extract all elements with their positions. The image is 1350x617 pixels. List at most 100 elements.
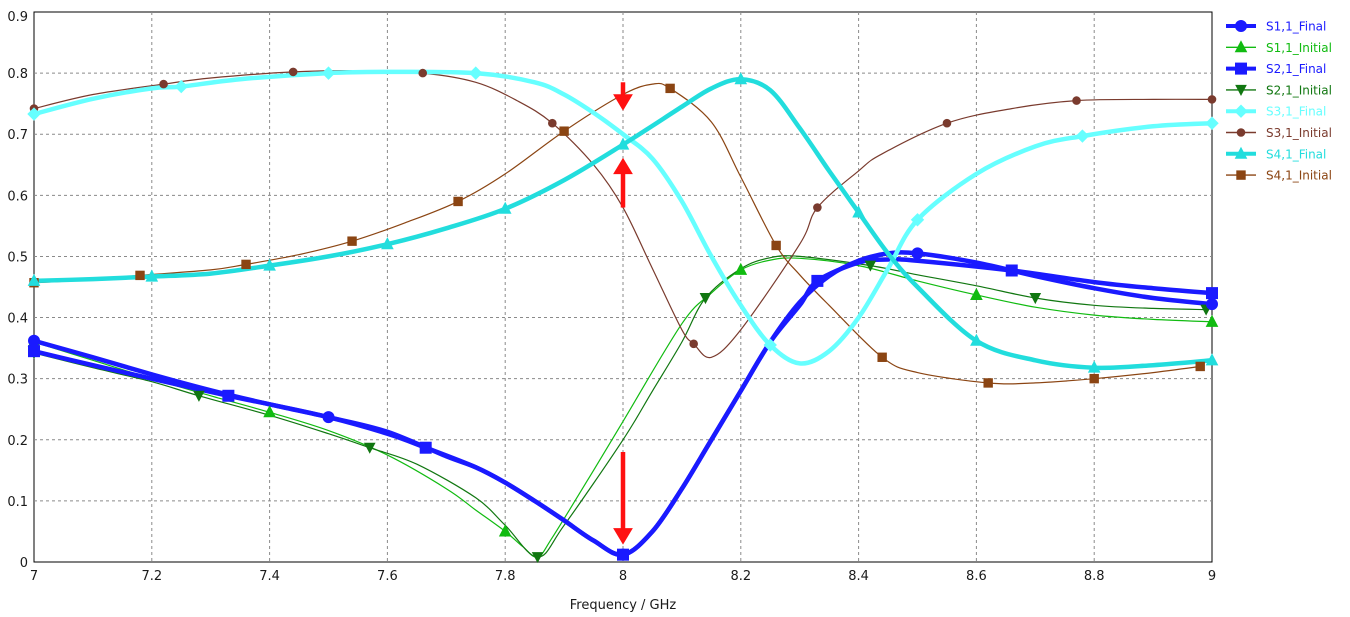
series-point-s3-1-final — [763, 338, 777, 352]
series-point-s2-1-initial — [363, 442, 376, 454]
legend-label: S1,1_Initial — [1266, 41, 1332, 55]
series-point-s2-1-final — [617, 548, 629, 561]
legend-swatch-s4-1-final — [1234, 146, 1248, 159]
series-point-s3-1-initial — [942, 118, 952, 128]
legend-item-s4-1-final: S4,1_Final — [1226, 146, 1326, 161]
x-tick-label: 7.2 — [141, 569, 162, 584]
series-point-s3-1-initial — [689, 339, 698, 349]
series-point-s2-1-initial — [1029, 293, 1042, 305]
series-point-s3-1-final — [1075, 129, 1090, 143]
series-point-s1-1-final — [911, 247, 924, 260]
y-tick-label: 0.7 — [7, 128, 28, 143]
legend-swatch-s2-1-initial — [1235, 84, 1247, 96]
series-line-s1-1-initial — [33, 257, 1213, 558]
x-tick-labels: 7 7.2 7.4 7.6 7.8 8 8.2 8.4 8.6 8.8 9 — [30, 569, 1216, 584]
x-tick-label: 7.4 — [259, 569, 280, 584]
legend-swatch-s4-1-initial — [1236, 170, 1246, 180]
y-tick-labels: 0 0.1 0.2 0.3 0.4 0.5 0.6 0.7 0.8 0.9 — [7, 10, 28, 571]
series-point-s2-1-final — [811, 274, 824, 287]
series-point-s4-1-final — [852, 205, 865, 218]
red-arrow — [613, 452, 633, 545]
x-axis-title: Frequency / GHz — [570, 598, 677, 613]
y-tick-label: 0.6 — [7, 189, 28, 204]
legend-item-s3-1-initial: S3,1_Initial — [1226, 126, 1332, 140]
y-tick-label: 0.2 — [7, 434, 28, 449]
x-tick-label: 7.8 — [495, 569, 516, 584]
series-point-s4-1-initial — [1089, 373, 1099, 384]
series-line-s3-1-final — [31, 69, 1215, 366]
series-point-s4-1-initial — [877, 352, 887, 362]
series-point-s1-1-initial — [263, 405, 276, 418]
x-tick-label: 7.6 — [377, 569, 398, 584]
series-point-s1-1-initial — [1205, 314, 1219, 327]
series-point-s4-1-initial — [135, 270, 145, 281]
series-point-s2-1-initial — [864, 260, 877, 272]
series-point-s2-1-initial — [699, 293, 712, 305]
markers — [27, 66, 1219, 564]
legend-label: S4,1_Final — [1266, 147, 1326, 161]
series-point-s1-1-initial — [734, 262, 748, 275]
series-point-s3-1-final — [910, 213, 925, 227]
series-point-s3-1-final — [321, 66, 336, 80]
series-point-s4-1-initial — [453, 196, 463, 207]
series-point-s1-1-initial — [970, 287, 983, 300]
series-point-s4-1-final — [498, 201, 512, 214]
series-point-s4-1-initial — [241, 259, 251, 270]
series-point-s4-1-final — [970, 333, 983, 346]
legend-swatch-s1-1-initial — [1234, 40, 1248, 53]
y-tick-label: 0 — [20, 556, 28, 571]
series-point-s2-1-final — [419, 441, 432, 454]
series-point-s3-1-initial — [418, 68, 428, 78]
series-point-s3-1-final — [1205, 116, 1219, 130]
legend-item-s1-1-final: S1,1_Final — [1226, 20, 1326, 34]
series-point-s1-1-final — [28, 334, 40, 347]
series-point-s1-1-initial — [498, 524, 512, 537]
series-point-s3-1-final — [469, 66, 483, 80]
legend-label: S4,1_Initial — [1266, 169, 1332, 183]
y-tick-label: 0.4 — [7, 312, 28, 327]
legend: S1,1_Final S1,1_Initial S2,1_Final S2,1_Ini… — [1226, 20, 1332, 183]
y-tick-label: 0.5 — [7, 250, 28, 265]
series-point-s3-1-initial — [159, 79, 168, 89]
legend-swatch-s3-1-final — [1234, 104, 1248, 118]
y-tick-label: 0.1 — [7, 495, 28, 510]
legend-label: S3,1_Final — [1266, 105, 1326, 119]
legend-item-s4-1-initial: S4,1_Initial — [1226, 169, 1332, 183]
series-point-s4-1-final — [263, 258, 276, 271]
series-point-s1-1-final — [1206, 298, 1218, 311]
series-point-s4-1-final — [616, 137, 630, 150]
legend-item-s2-1-initial: S2,1_Initial — [1226, 83, 1332, 97]
legend-swatch-s2-1-final — [1235, 62, 1247, 75]
series-point-s4-1-initial — [347, 236, 357, 246]
series-point-s2-1-initial — [193, 390, 205, 402]
series-point-s4-1-initial — [771, 240, 781, 251]
series-point-s2-1-final — [28, 345, 40, 358]
series-point-s3-1-initial — [813, 203, 822, 212]
legend-item-s2-1-final: S2,1_Final — [1226, 62, 1326, 76]
x-tick-label: 8 — [619, 569, 627, 584]
series-point-s2-1-final — [1206, 287, 1218, 300]
series-point-s3-1-final — [174, 79, 188, 94]
y-tick-label: 0.8 — [7, 67, 28, 82]
x-tick-label: 8.6 — [966, 569, 987, 584]
series-point-s4-1-final — [734, 72, 748, 85]
series-point-s2-1-final — [222, 389, 235, 402]
series-point-s4-1-final — [381, 237, 394, 250]
series-point-s4-1-initial — [983, 378, 993, 388]
red-arrow — [613, 82, 633, 111]
series-point-s1-1-final — [322, 411, 335, 424]
legend-item-s1-1-initial: S1,1_Initial — [1226, 40, 1332, 55]
series-point-s4-1-initial — [1195, 361, 1205, 372]
series-point-s3-1-initial — [548, 118, 557, 128]
series-point-s3-1-initial — [1207, 95, 1217, 104]
series-point-s2-1-final — [1005, 264, 1018, 277]
legend-label: S2,1_Initial — [1266, 83, 1332, 97]
red-arrow — [613, 157, 633, 208]
series-line-s2-1-final — [31, 257, 1215, 558]
y-tick-label: 0.3 — [7, 373, 28, 388]
series-point-s4-1-initial — [559, 126, 569, 136]
series-point-s4-1-final — [27, 273, 41, 286]
legend-swatch-s3-1-initial — [1236, 128, 1246, 137]
legend-item-s3-1-final: S3,1_Final — [1226, 104, 1326, 119]
